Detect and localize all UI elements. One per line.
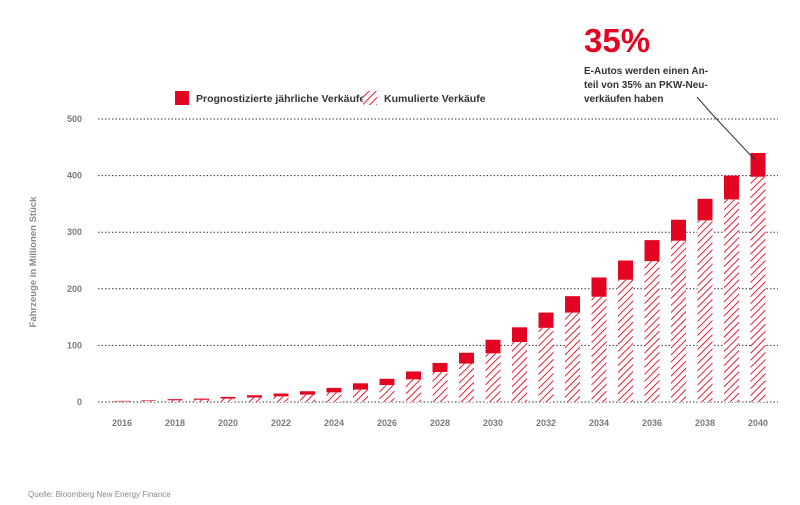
x-tick-2020: 2020 — [218, 418, 238, 428]
annotation-line-3: verkäufen haben — [584, 94, 663, 105]
annotation-line-2: teil von 35% an PKW-Neu- — [584, 80, 708, 91]
bar-annual-2023 — [300, 391, 315, 395]
annotation-line-1: E-Autos werden einen An- — [584, 66, 708, 77]
bar-annual-2035 — [618, 260, 633, 280]
legend-label-cumulative: Kumulierte Verkäufe — [384, 93, 486, 105]
bar-annual-2039 — [724, 175, 739, 200]
x-tick-2038: 2038 — [695, 418, 715, 428]
bar-cumulative-2022 — [273, 396, 289, 402]
bar-annual-2027 — [406, 371, 421, 380]
annotation-leader-line — [696, 96, 756, 161]
bar-annual-2040 — [750, 152, 766, 177]
y-tick-400: 400 — [67, 171, 82, 181]
bar-annual-2028 — [432, 362, 448, 373]
legend-swatch-cumulative — [363, 91, 377, 105]
y-tick-0: 0 — [77, 397, 82, 407]
bar-cumulative-2031 — [512, 342, 527, 402]
x-tick-2022: 2022 — [271, 418, 291, 428]
bar-cumulative-2030 — [485, 353, 501, 402]
x-tick-2032: 2032 — [536, 418, 556, 428]
bar-annual-2030 — [485, 339, 501, 354]
annotation-percent: 35% — [584, 22, 650, 59]
y-axis-label: Fahrzeuge in Millionen Stück — [28, 196, 39, 328]
bar-annual-2024 — [326, 387, 342, 393]
y-tick-100: 100 — [67, 340, 82, 350]
bar-cumulative-2023 — [300, 394, 315, 402]
bar-annual-2017 — [141, 400, 156, 401]
y-tick-500: 500 — [67, 114, 82, 124]
bar-annual-2026 — [379, 378, 395, 386]
x-tick-2026: 2026 — [377, 418, 397, 428]
bar-cumulative-2018 — [167, 400, 183, 402]
x-tick-2030: 2030 — [483, 418, 503, 428]
x-tick-2018: 2018 — [165, 418, 185, 428]
bar-cumulative-2039 — [724, 199, 739, 402]
bars — [114, 152, 766, 402]
bar-cumulative-2035 — [618, 279, 633, 402]
bar-cumulative-2016 — [114, 401, 130, 402]
bar-cumulative-2033 — [565, 312, 580, 402]
bar-cumulative-2024 — [326, 392, 342, 402]
bar-cumulative-2032 — [538, 327, 554, 402]
bar-cumulative-2025 — [353, 389, 368, 402]
legend-label-annual: Prognostizierte jährliche Verkäufe — [196, 93, 365, 105]
bar-cumulative-2027 — [406, 379, 421, 402]
bar-annual-2016 — [114, 400, 130, 402]
bar-cumulative-2028 — [432, 372, 448, 402]
x-tick-2016: 2016 — [112, 418, 132, 428]
bar-annual-2031 — [512, 327, 527, 343]
bar-annual-2038 — [697, 198, 713, 221]
bar-cumulative-2038 — [697, 220, 713, 402]
x-tick-2036: 2036 — [642, 418, 662, 428]
source-note: Quelle: Bloomberg New Energy Finance — [28, 490, 171, 499]
bar-annual-2021 — [247, 395, 262, 398]
bar-annual-2036 — [644, 240, 660, 262]
bar-annual-2034 — [591, 277, 607, 297]
bar-cumulative-2037 — [671, 240, 686, 402]
bar-annual-2029 — [459, 352, 474, 364]
bar-annual-2018 — [167, 399, 183, 401]
x-tick-2034: 2034 — [589, 418, 609, 428]
x-tick-2040: 2040 — [748, 418, 768, 428]
bar-annual-2033 — [565, 296, 580, 313]
x-tick-labels: 2016 2018 2020 2022 2024 2026 2028 2030 2032 2034… — [112, 418, 768, 428]
legend: Prognostizierte jährliche Verkäufe Kumul… — [175, 91, 486, 105]
y-tick-200: 200 — [67, 284, 82, 294]
bar-cumulative-2040 — [750, 176, 766, 402]
bar-annual-2020 — [220, 396, 236, 399]
bar-cumulative-2021 — [247, 397, 262, 402]
bar-cumulative-2034 — [591, 296, 607, 402]
bar-cumulative-2036 — [644, 261, 660, 402]
bar-cumulative-2019 — [194, 399, 209, 402]
bar-cumulative-2020 — [220, 398, 236, 402]
y-tick-labels: 0 100 200 300 400 500 — [67, 114, 82, 407]
bar-cumulative-2017 — [141, 400, 156, 402]
bar-cumulative-2026 — [379, 385, 395, 402]
legend-swatch-annual — [175, 91, 189, 105]
x-tick-2028: 2028 — [430, 418, 450, 428]
y-tick-300: 300 — [67, 227, 82, 237]
bar-annual-2037 — [671, 219, 686, 241]
annotation: 35% E-Autos werden einen An- teil von 35… — [584, 22, 756, 161]
bar-annual-2019 — [194, 398, 209, 400]
x-tick-2024: 2024 — [324, 418, 344, 428]
bar-annual-2025 — [353, 383, 368, 390]
bar-cumulative-2029 — [459, 363, 474, 402]
bar-annual-2032 — [538, 312, 554, 328]
bar-annual-2022 — [273, 393, 289, 397]
